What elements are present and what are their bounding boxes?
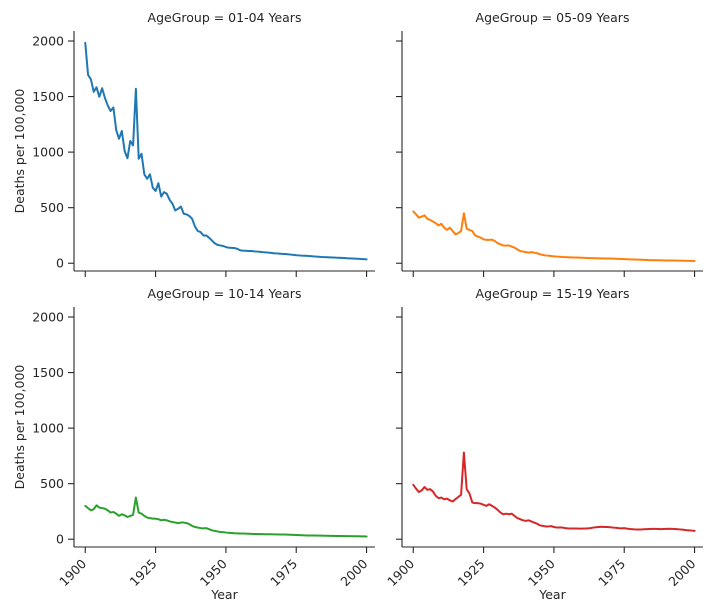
y-tick-label: 1500: [32, 365, 64, 380]
panel-title: AgeGroup = 10-14 Years: [148, 286, 302, 301]
x-tick-label: 1900: [384, 556, 417, 589]
y-axis-label: Deaths per 100,000: [12, 89, 27, 214]
x-tick-label: 1950: [525, 556, 558, 589]
x-axis-label: Year: [210, 587, 238, 600]
series-line-agegroup-10-14-years: [84, 496, 368, 538]
panel-agegroup-15-19-years: AgeGroup = 15-19 Years 1900 1925 1950 1975 20…: [384, 286, 703, 600]
panel-agegroup-01-04-years: AgeGroup = 01-04 Years 0 500 1000 1500 2000 De…: [12, 10, 375, 277]
panel-agegroup-10-14-years: AgeGroup = 10-14 Years 0 500 1000 1500 2000 19…: [12, 286, 375, 600]
y-tick-label: 0: [56, 532, 64, 547]
y-tick-label: 0: [56, 256, 64, 271]
series-line-agegroup-01-04-years: [84, 41, 368, 261]
y-tick-label: 1000: [32, 421, 64, 436]
panel-agegroup-05-09-years: AgeGroup = 05-09 Years: [396, 10, 703, 277]
x-tick-label: 1975: [595, 556, 628, 589]
x-tick-label: 2000: [665, 556, 698, 589]
y-axis-label: Deaths per 100,000: [12, 365, 27, 490]
panel-title: AgeGroup = 05-09 Years: [476, 10, 630, 25]
series-line-agegroup-15-19-years: [412, 451, 696, 532]
y-tick-label: 2000: [32, 34, 64, 49]
y-tick-label: 500: [40, 476, 64, 491]
facet-grid: AgeGroup = 01-04 Years 0 500 1000 1500 2000 De…: [12, 10, 703, 600]
panel-title: AgeGroup = 15-19 Years: [476, 286, 630, 301]
x-tick-label: 2000: [337, 556, 370, 589]
y-tick-label: 500: [40, 200, 64, 215]
x-tick-label: 1925: [126, 556, 159, 589]
y-tick-label: 1000: [32, 145, 64, 160]
x-tick-label: 1975: [267, 556, 300, 589]
panel-title: AgeGroup = 01-04 Years: [148, 10, 302, 25]
x-tick-label: 1950: [197, 556, 230, 589]
series-line-agegroup-05-09-years: [412, 210, 696, 262]
y-tick-label: 2000: [32, 310, 64, 325]
x-axis-label: Year: [538, 587, 566, 600]
x-tick-label: 1925: [454, 556, 487, 589]
y-tick-label: 1500: [32, 89, 64, 104]
x-tick-label: 1900: [56, 556, 89, 589]
